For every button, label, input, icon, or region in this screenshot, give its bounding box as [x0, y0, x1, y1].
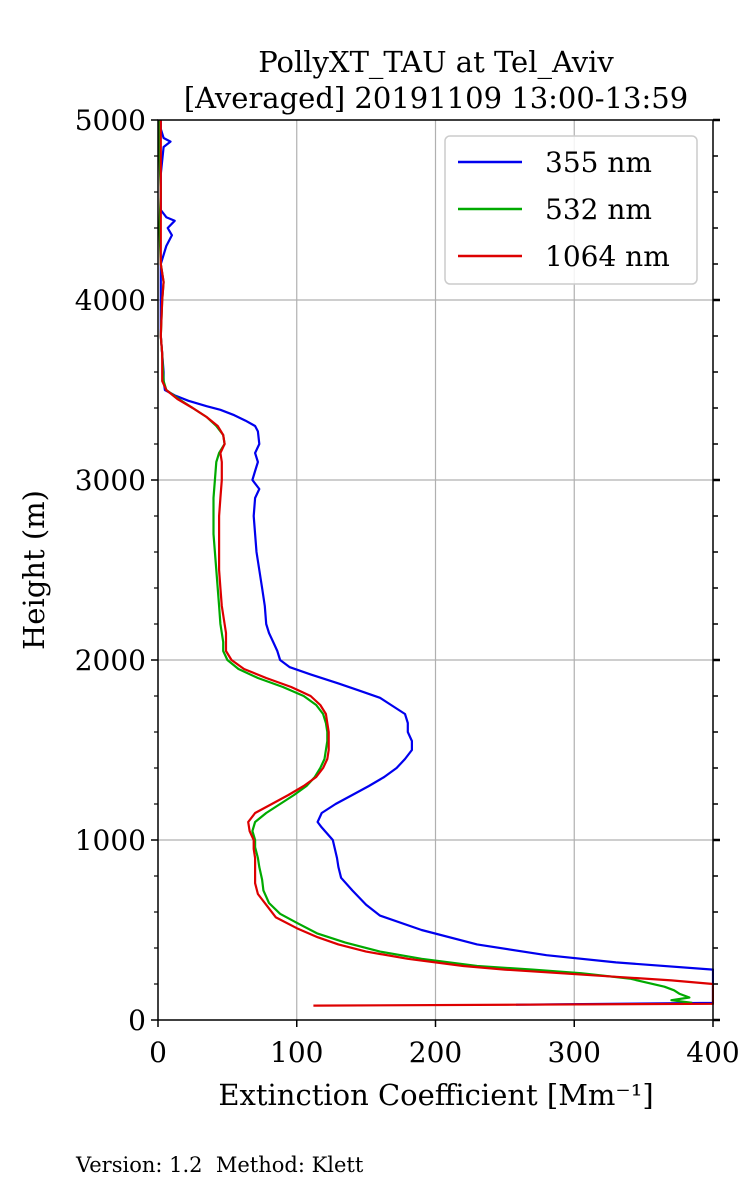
y-tick-label: 4000	[75, 284, 146, 317]
y-tick-label: 2000	[75, 644, 146, 677]
chart-title-line-1: PollyXT_TAU at Tel_Aviv	[258, 45, 614, 80]
x-tick-label: 200	[409, 1036, 462, 1069]
chart-title-line-2: [Averaged] 20191109 13:00-13:59	[184, 81, 688, 115]
legend: 355 nm 532 nm 1064 nm	[444, 135, 698, 285]
x-tick-label: 0	[149, 1036, 167, 1069]
x-axis-label: Extinction Coefficient [Mm⁻¹]	[218, 1078, 653, 1112]
series-line-1064-nm	[159, 120, 714, 1007]
series-lines	[158, 120, 714, 1007]
y-tick-label: 1000	[75, 824, 146, 857]
legend-box	[444, 135, 698, 285]
x-tick-label: 400	[686, 1036, 739, 1069]
series-line-355-nm	[159, 120, 714, 1006]
y-tick-label: 3000	[75, 464, 146, 497]
legend-label: 355 nm	[545, 146, 652, 179]
y-tick-label: 5000	[75, 104, 146, 137]
footer-version-method: Version: 1.2 Method: Klett	[76, 1153, 364, 1177]
y-tick-label: 0	[128, 1004, 146, 1037]
y-axis-label: Height (m)	[17, 490, 51, 650]
legend-label: 1064 nm	[545, 240, 670, 273]
x-tick-label: 300	[548, 1036, 601, 1069]
legend-label: 532 nm	[545, 193, 652, 226]
x-tick-label: 100	[270, 1036, 323, 1069]
